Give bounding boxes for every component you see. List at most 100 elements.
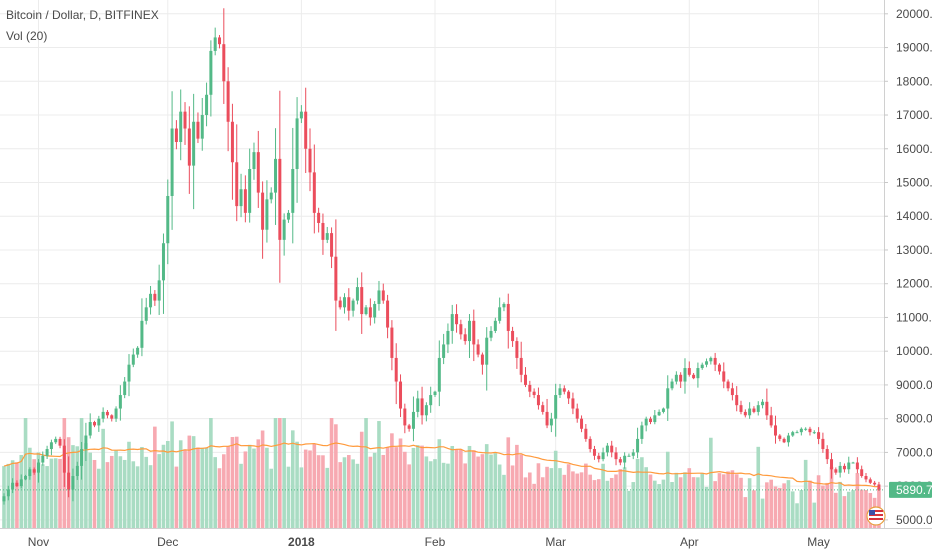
volume-bar <box>730 470 735 528</box>
candle-body <box>511 330 515 342</box>
candle-body <box>179 111 183 143</box>
candle-body <box>183 111 187 129</box>
candle-body <box>545 411 549 426</box>
candle-body <box>386 300 390 328</box>
price-tick-label: 20000.0 <box>896 7 932 21</box>
candle-body <box>653 415 657 423</box>
volume-bar <box>329 418 334 528</box>
volume-bar <box>355 463 360 528</box>
candle-body <box>571 398 575 409</box>
candle-body <box>45 449 49 456</box>
candle-body <box>153 293 157 301</box>
us-flag-icon[interactable] <box>866 506 886 526</box>
candle-body <box>575 408 579 419</box>
time-tick-label: May <box>807 535 830 549</box>
volume-bar <box>760 498 765 528</box>
volume-bar <box>364 418 368 528</box>
candle-body <box>536 395 540 406</box>
candle-body <box>360 287 364 315</box>
volume-bar <box>726 471 730 528</box>
volume-bar <box>58 458 62 528</box>
volume-bar <box>441 462 446 528</box>
volume-bar <box>148 465 153 528</box>
candle-body <box>661 408 665 412</box>
volume-bar <box>601 463 605 528</box>
volume-bar <box>691 477 696 528</box>
volume-bar <box>40 464 45 528</box>
volume-bar <box>864 490 868 528</box>
volume-bar <box>394 447 399 528</box>
candle-body <box>562 388 566 392</box>
volume-bar <box>450 445 455 528</box>
candle-body <box>808 428 812 433</box>
volume-bar <box>290 430 295 528</box>
candle-body <box>394 357 398 382</box>
candle-body <box>739 405 743 412</box>
volume-bar <box>420 445 424 528</box>
candle-body <box>282 219 286 240</box>
candle-body <box>631 452 635 456</box>
volume-bar <box>631 482 636 528</box>
volume-bar <box>53 458 58 528</box>
candle-body <box>528 384 532 392</box>
volume-bar <box>752 490 756 528</box>
candle-body <box>136 347 140 355</box>
volume-bar <box>433 459 437 528</box>
candle-body <box>149 293 153 308</box>
candle-body <box>506 303 510 331</box>
volume-bar <box>127 441 131 528</box>
candle-body <box>627 455 631 457</box>
candle-body <box>554 395 558 419</box>
volume-bar <box>808 480 812 528</box>
volume-bar <box>816 475 821 528</box>
volume-bar <box>506 437 511 528</box>
time-axis[interactable]: NovDec2018FebMarAprMayJunJul <box>28 535 932 549</box>
volume-bars <box>2 418 881 528</box>
price-tick-label: 8000.0 <box>896 412 932 426</box>
candle-body <box>860 469 864 477</box>
candle-body <box>743 411 747 416</box>
time-tick-label: Nov <box>28 535 49 549</box>
candle-body <box>213 37 217 51</box>
candle-body <box>804 428 808 430</box>
volume-bar <box>187 435 192 528</box>
candle-body <box>196 121 200 139</box>
candle-body <box>62 445 66 473</box>
volume-bar <box>528 472 532 528</box>
volume-bar <box>415 445 420 528</box>
candle-body <box>791 432 795 436</box>
volume-bar <box>709 437 713 528</box>
volume-bar <box>609 477 614 528</box>
volume-bar <box>480 454 485 528</box>
volume-bar <box>174 466 179 528</box>
volume-bar <box>260 430 265 528</box>
candle-body <box>88 422 92 436</box>
volume-bar <box>515 444 519 528</box>
volume-bar <box>381 454 386 528</box>
volume-bar <box>545 466 549 528</box>
candle-body <box>110 415 114 419</box>
price-tick-label: 15000.0 <box>896 175 932 189</box>
candle-body <box>812 432 816 434</box>
candle-body <box>200 115 204 139</box>
volume-bar <box>269 468 274 528</box>
volume-bar <box>308 450 312 528</box>
volume-bar <box>49 458 54 528</box>
volume-bar <box>92 459 97 528</box>
volume-bar <box>135 466 140 528</box>
volume-bar <box>571 471 575 528</box>
volume-bar <box>334 424 338 528</box>
candle-body <box>256 152 260 193</box>
volume-bar <box>303 449 308 528</box>
candle-body <box>304 111 308 149</box>
time-tick-label: Dec <box>157 535 178 549</box>
candle-body <box>342 297 346 308</box>
candle-body <box>722 371 726 382</box>
price-axis[interactable]: 5000.06000.07000.08000.09000.010000.0110… <box>884 7 932 527</box>
volume-bar <box>644 467 648 528</box>
volume-bar <box>36 452 41 528</box>
candle-body <box>476 344 480 355</box>
volume-bar <box>282 418 286 528</box>
